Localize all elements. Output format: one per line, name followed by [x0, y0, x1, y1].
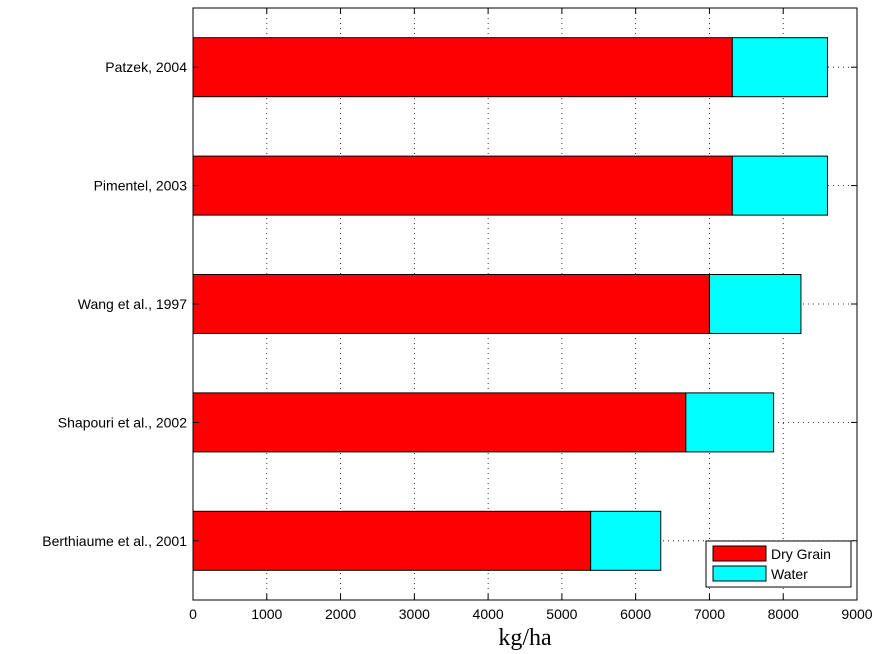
x-tick-label-3: 3000 — [399, 606, 430, 622]
y-category-label-0: Patzek, 2004 — [105, 59, 187, 75]
y-category-label-1: Pimentel, 2003 — [94, 178, 188, 194]
legend: Dry Grain Water — [705, 540, 852, 588]
legend-label-water: Water — [771, 566, 808, 582]
x-axis-title: kg/ha — [498, 625, 552, 651]
x-axis: 0 1000 2000 3000 4000 5000 6000 7000 8000 9000 — [189, 8, 873, 622]
legend-swatch-water — [712, 565, 767, 582]
y-category-label-3: Shapouri et al., 2002 — [58, 414, 187, 430]
bars — [192, 37, 828, 571]
x-tick-label-2: 2000 — [325, 606, 356, 622]
bar-dry-grain-3 — [192, 392, 687, 453]
bar-dry-grain-2 — [192, 274, 710, 334]
bar-water-1 — [731, 155, 828, 216]
x-tick-label-1: 1000 — [251, 606, 282, 622]
bar-water-2 — [708, 274, 802, 334]
legend-swatch-dry-grain — [712, 545, 767, 562]
y-category-label-2: Wang et al., 1997 — [78, 296, 187, 312]
bar-water-0 — [731, 37, 828, 98]
x-tick-label-9: 9000 — [841, 606, 872, 622]
x-tick-label-7: 7000 — [694, 606, 725, 622]
y-axis: Patzek, 2004 Pimentel, 2003 Wang et al., 1… — [42, 59, 857, 549]
x-tick-label-4: 4000 — [473, 606, 504, 622]
x-tick-label-0: 0 — [189, 606, 197, 622]
x-tick-label-8: 8000 — [768, 606, 799, 622]
x-tick-label-5: 5000 — [546, 606, 577, 622]
bar-dry-grain-0 — [192, 37, 733, 98]
y-category-label-4: Berthiaume et al., 2001 — [42, 533, 187, 549]
bar-dry-grain-4 — [192, 510, 592, 571]
legend-label-dry-grain: Dry Grain — [771, 546, 831, 562]
x-tick-label-6: 6000 — [620, 606, 651, 622]
bar-water-3 — [685, 392, 775, 453]
bar-dry-grain-1 — [192, 155, 733, 216]
bar-water-4 — [590, 510, 662, 571]
